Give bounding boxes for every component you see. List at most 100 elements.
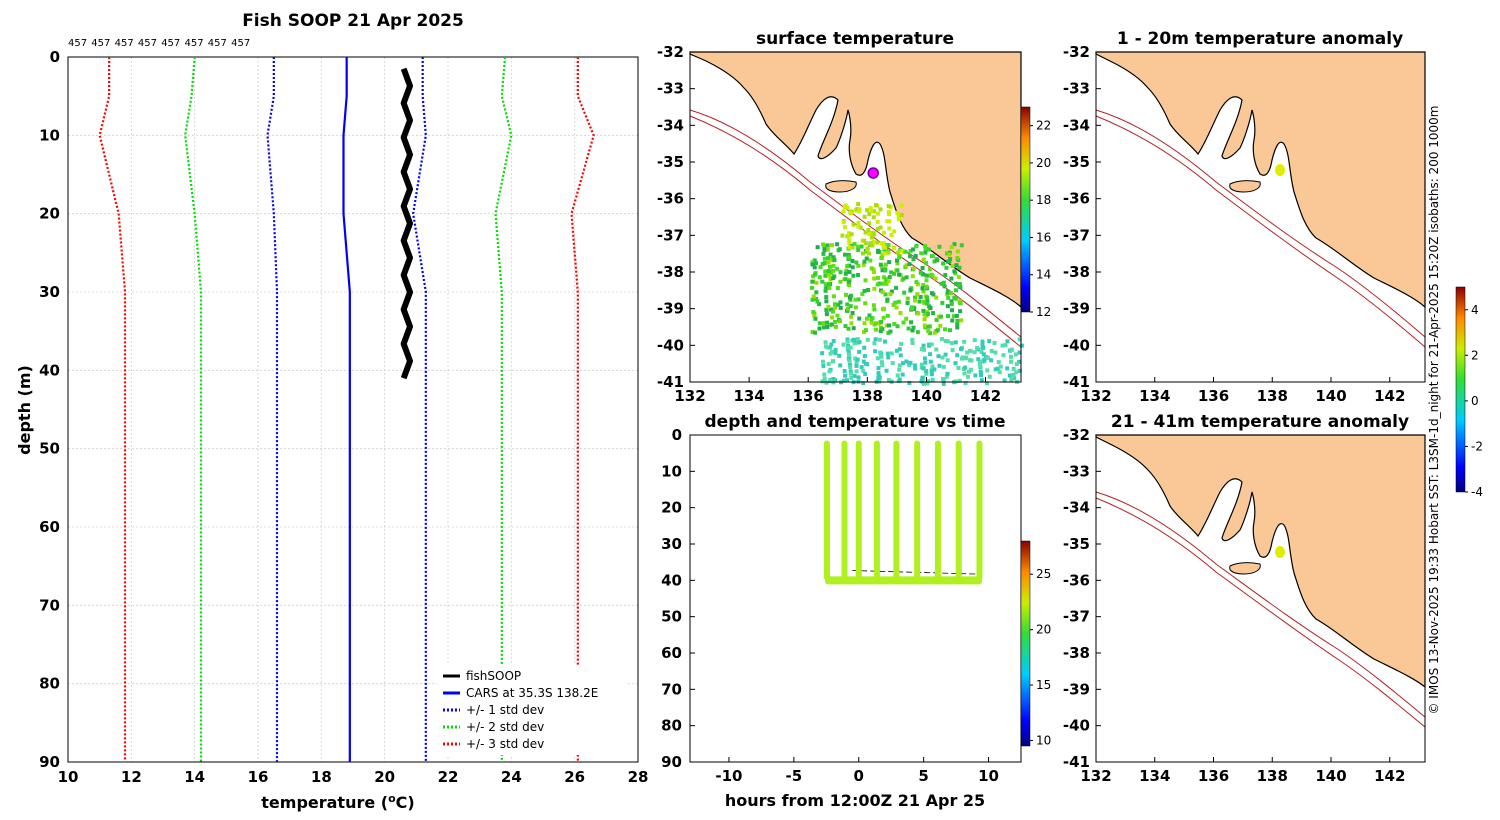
sst-pixel xyxy=(845,339,850,344)
sst-pixel xyxy=(840,233,845,238)
sst-pixel xyxy=(841,209,846,214)
sst-pixel xyxy=(883,268,888,273)
sst-pixel xyxy=(924,284,929,289)
sst-pixel xyxy=(879,241,884,246)
anomaly-map-2-title: 21 - 41m temperature anomaly xyxy=(1111,412,1409,432)
map-ytick-label: -37 xyxy=(1063,226,1090,244)
sst-pixel xyxy=(867,221,872,226)
sst-pixel xyxy=(883,276,888,281)
sst-pixel xyxy=(927,267,932,272)
colorbar-tick-label: 14 xyxy=(1036,268,1051,282)
sst-pixel xyxy=(895,261,900,266)
sst-pixel xyxy=(863,328,868,333)
sst-pixel xyxy=(865,362,870,367)
sst-pixel xyxy=(899,341,904,346)
sst-pixel xyxy=(810,330,815,335)
map-xtick-label: 132 xyxy=(674,387,705,405)
sst-pixel xyxy=(945,314,950,319)
sst-pixel xyxy=(822,256,827,261)
sst-pixel xyxy=(859,365,864,370)
timeseries-ytick-label: 0 xyxy=(672,426,682,444)
sst-pixel xyxy=(876,371,881,376)
map-ytick-label: -32 xyxy=(1063,426,1090,444)
sst-pixel xyxy=(945,358,950,363)
profile-series-line xyxy=(98,57,127,762)
sst-pixel xyxy=(821,242,826,247)
sst-pixel xyxy=(856,263,861,268)
map-ytick-label: -39 xyxy=(657,300,684,318)
sst-pixel xyxy=(887,226,892,231)
sst-pixel xyxy=(929,372,934,377)
sst-pixel xyxy=(826,273,831,278)
sst-pixel xyxy=(919,251,924,256)
sst-pixel xyxy=(946,290,951,295)
sst-pixel xyxy=(880,363,885,368)
sst-pixel xyxy=(945,339,950,344)
anomaly-colorbar xyxy=(1455,286,1466,493)
sst-pixel xyxy=(866,287,871,292)
sst-pixel xyxy=(876,321,881,326)
sst-pixel xyxy=(847,263,852,268)
sst-pixel xyxy=(886,355,891,360)
sst-pixel xyxy=(894,305,899,310)
sst-pixel xyxy=(841,220,846,225)
sst-pixel xyxy=(883,339,888,344)
profile-legend: fishSOOP CARS at 35.3S 138.2E +/- 1 std … xyxy=(437,665,627,755)
sst-pixel xyxy=(862,345,867,350)
timeseries-cast xyxy=(823,440,830,581)
sst-pixel xyxy=(904,263,909,268)
sst-pixel xyxy=(824,299,829,304)
sst-pixel xyxy=(947,259,952,264)
sst-pixel xyxy=(894,285,899,290)
sst-pixel xyxy=(823,340,828,345)
sst-pixel xyxy=(856,202,861,207)
map-ytick-label: -36 xyxy=(1063,190,1090,208)
sst-pixel xyxy=(867,313,872,318)
sst-pixel xyxy=(847,356,852,361)
sst-pixel xyxy=(930,377,935,382)
profile-top-label: 457 xyxy=(91,38,110,49)
sst-pixel xyxy=(820,379,825,384)
sst-pixel xyxy=(942,284,947,289)
sst-pixel xyxy=(934,317,939,322)
timeseries-points xyxy=(823,440,983,585)
timeseries-xtick-label: 10 xyxy=(978,767,999,785)
legend-label-std1: +/- 1 std dev xyxy=(466,703,544,717)
sst-pixel xyxy=(922,317,927,322)
sst-pixel xyxy=(884,368,889,373)
sst-pixel xyxy=(872,341,877,346)
sst-pixel xyxy=(812,258,817,263)
map-xtick-label: 138 xyxy=(1257,387,1288,405)
sst-pixel xyxy=(937,244,942,249)
sst-pixel xyxy=(824,295,829,300)
anomaly-map-1-ticks: 132 134 136 138 140 142 -32 -33 -34 -35 -36 -37 -38 -… xyxy=(1063,43,1406,405)
sst-pixel xyxy=(955,249,960,254)
sst-pixel xyxy=(992,340,997,345)
sst-pixel xyxy=(853,338,858,343)
anomaly-1-island xyxy=(1229,180,1261,193)
sst-pixel xyxy=(955,322,960,327)
profile-series-line xyxy=(494,56,513,762)
sst-pixel xyxy=(876,248,881,253)
sst-pixel xyxy=(955,318,960,323)
sst-pixel xyxy=(846,352,851,357)
sst-pixel xyxy=(885,313,890,318)
sst-pixel xyxy=(941,261,946,266)
profile-grid xyxy=(68,57,638,762)
sst-pixel xyxy=(855,206,860,211)
sst-pixel xyxy=(851,222,856,227)
anomaly-map-1-panel: 1 - 20m temperature anomaly 132 134 136 138… xyxy=(1063,29,1426,405)
sst-pixel xyxy=(880,290,885,295)
colorbar-tick-label: 22 xyxy=(1036,119,1051,133)
sst-pixel xyxy=(815,299,820,304)
sst-pixel xyxy=(953,379,958,384)
sst-pixel xyxy=(926,247,931,252)
sst-pixel xyxy=(813,330,818,335)
map-ytick-label: -33 xyxy=(657,80,684,98)
sst-pixel xyxy=(879,360,884,365)
sst-pixel xyxy=(895,373,900,378)
sst-pixel xyxy=(814,290,819,295)
sst-pixel xyxy=(899,212,904,217)
sst-pixel xyxy=(835,285,840,290)
sst-pixel xyxy=(979,378,984,383)
